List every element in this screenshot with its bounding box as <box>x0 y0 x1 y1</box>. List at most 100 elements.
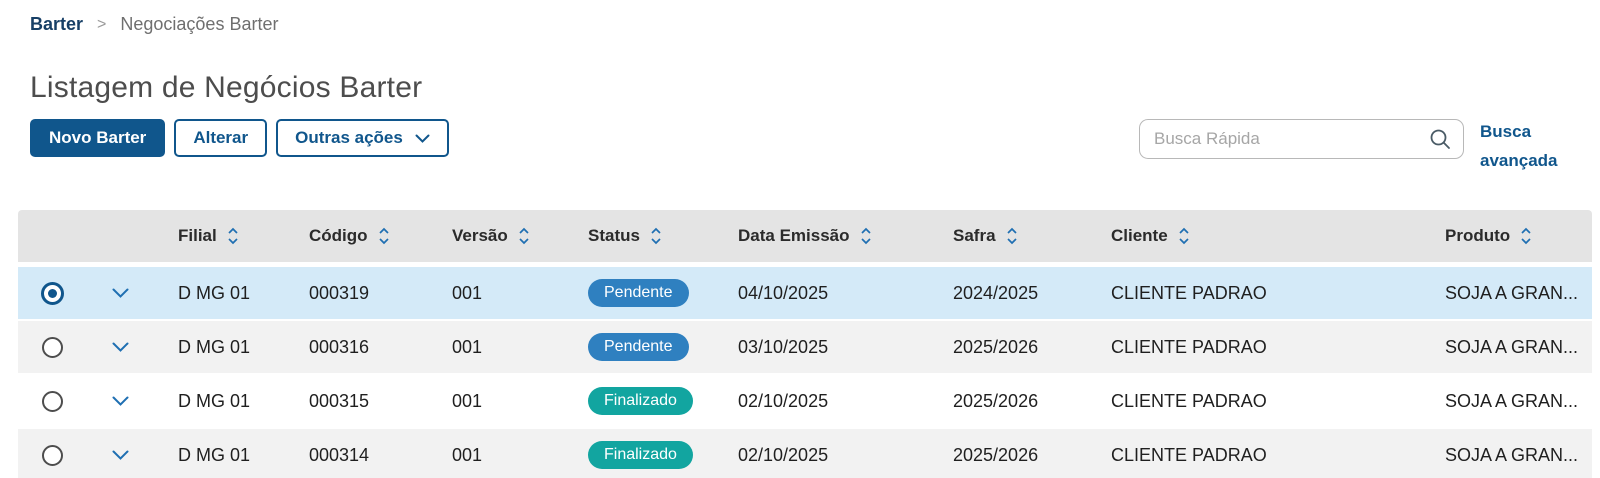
header-cell-status[interactable]: Status <box>564 226 714 246</box>
sort-icon[interactable] <box>1520 227 1532 245</box>
sort-icon[interactable] <box>1006 227 1018 245</box>
header-cell-cliente[interactable]: Cliente <box>1087 226 1421 246</box>
table-row[interactable]: D MG 01 000319 001 Pendente 04/10/2025 2… <box>18 267 1592 321</box>
sort-icon[interactable] <box>518 227 530 245</box>
cell-filial: D MG 01 <box>178 282 251 303</box>
cell-cliente: CLIENTE PADRAO <box>1111 390 1267 411</box>
cell-safra: 2025/2026 <box>953 390 1039 411</box>
status-badge: Pendente <box>588 279 689 307</box>
breadcrumb-link-barter[interactable]: Barter <box>30 14 84 34</box>
header-label-filial: Filial <box>178 226 217 245</box>
chevron-down-icon <box>415 134 430 143</box>
toolbar-search-area: Busca avançada <box>1139 119 1570 175</box>
sort-icon[interactable] <box>650 227 662 245</box>
cell-produto: SOJA A GRAN... <box>1445 390 1579 411</box>
row-radio-button[interactable] <box>41 336 63 358</box>
search-icon[interactable] <box>1429 128 1451 150</box>
table-row[interactable]: D MG 01 000315 001 Finalizado 02/10/2025… <box>18 375 1592 429</box>
outras-acoes-label: Outras ações <box>295 128 403 147</box>
cell-select <box>18 390 86 412</box>
cell-filial: D MG 01 <box>178 336 251 357</box>
sort-icon[interactable] <box>227 227 239 245</box>
cell-expand <box>86 288 154 298</box>
cell-codigo: 000315 <box>309 390 370 411</box>
novo-barter-button[interactable]: Novo Barter <box>30 119 166 157</box>
cell-produto: SOJA A GRAN... <box>1445 336 1579 357</box>
cell-safra: 2025/2026 <box>953 336 1039 357</box>
radio-dot <box>48 397 57 406</box>
cell-expand <box>86 450 154 460</box>
header-cell-safra[interactable]: Safra <box>929 226 1087 246</box>
header-label-status: Status <box>588 226 640 245</box>
cell-status: Finalizado <box>564 387 714 415</box>
header-cell-data-emissao[interactable]: Data Emissão <box>714 226 929 246</box>
cell-filial: D MG 01 <box>178 444 251 465</box>
row-radio-button[interactable] <box>41 444 63 466</box>
cell-versao: 001 <box>452 336 483 357</box>
cell-data-emissao: 03/10/2025 <box>738 336 829 357</box>
outras-acoes-button[interactable]: Outras ações <box>276 119 449 157</box>
header-cell-produto[interactable]: Produto <box>1421 226 1592 246</box>
cell-expand <box>86 396 154 406</box>
header-label-safra: Safra <box>953 226 996 245</box>
cell-select <box>18 281 86 305</box>
alterar-button[interactable]: Alterar <box>174 119 268 157</box>
cell-produto: SOJA A GRAN... <box>1445 282 1579 303</box>
cell-filial: D MG 01 <box>178 390 251 411</box>
header-label-cliente: Cliente <box>1111 226 1168 245</box>
row-radio-button[interactable] <box>40 281 64 305</box>
radio-dot <box>48 451 57 460</box>
cell-cliente: CLIENTE PADRAO <box>1111 336 1267 357</box>
quick-search-box <box>1139 119 1464 159</box>
cell-safra: 2024/2025 <box>953 282 1039 303</box>
cell-versao: 001 <box>452 282 483 303</box>
table-row[interactable]: D MG 01 000316 001 Pendente 03/10/2025 2… <box>18 321 1592 375</box>
expand-chevron-down-icon[interactable] <box>112 288 129 298</box>
table-header-row: Filial Código Versão Status Data Emissão… <box>18 210 1592 267</box>
header-cell-codigo[interactable]: Código <box>285 226 428 246</box>
status-badge: Finalizado <box>588 441 693 469</box>
cell-status: Finalizado <box>564 441 714 469</box>
expand-chevron-down-icon[interactable] <box>112 342 129 352</box>
cell-data-emissao: 02/10/2025 <box>738 390 829 411</box>
expand-chevron-down-icon[interactable] <box>112 450 129 460</box>
header-label-codigo: Código <box>309 226 368 245</box>
quick-search-input[interactable] <box>1139 119 1464 159</box>
breadcrumb: Barter > Negociações Barter <box>0 0 1600 35</box>
cell-select <box>18 336 86 358</box>
cell-codigo: 000314 <box>309 444 370 465</box>
cell-cliente: CLIENTE PADRAO <box>1111 282 1267 303</box>
cell-versao: 001 <box>452 444 483 465</box>
cell-data-emissao: 04/10/2025 <box>738 282 829 303</box>
status-badge: Finalizado <box>588 387 693 415</box>
toolbar-actions: Novo Barter Alterar Outras ações <box>30 119 449 157</box>
sort-icon[interactable] <box>1178 227 1190 245</box>
barter-table: Filial Código Versão Status Data Emissão… <box>18 210 1592 478</box>
cell-status: Pendente <box>564 279 714 307</box>
header-label-versao: Versão <box>452 226 508 245</box>
sort-icon[interactable] <box>378 227 390 245</box>
cell-produto: SOJA A GRAN... <box>1445 444 1579 465</box>
cell-expand <box>86 342 154 352</box>
cell-codigo: 000319 <box>309 282 370 303</box>
cell-select <box>18 444 86 466</box>
row-radio-button[interactable] <box>41 390 63 412</box>
breadcrumb-current: Negociações Barter <box>120 14 279 34</box>
header-cell-versao[interactable]: Versão <box>428 226 564 246</box>
sort-icon[interactable] <box>860 227 872 245</box>
cell-status: Pendente <box>564 333 714 361</box>
cell-codigo: 000316 <box>309 336 370 357</box>
radio-dot <box>48 343 57 352</box>
cell-versao: 001 <box>452 390 483 411</box>
cell-safra: 2025/2026 <box>953 444 1039 465</box>
header-label-data-emissao: Data Emissão <box>738 226 850 245</box>
expand-chevron-down-icon[interactable] <box>112 396 129 406</box>
header-label-produto: Produto <box>1445 226 1511 245</box>
breadcrumb-separator-icon: > <box>97 15 107 33</box>
radio-dot <box>47 288 57 298</box>
advanced-search-link[interactable]: Busca avançada <box>1480 122 1558 170</box>
table-body: D MG 01 000319 001 Pendente 04/10/2025 2… <box>18 267 1592 478</box>
toolbar: Novo Barter Alterar Outras ações Busca a… <box>30 119 1570 175</box>
header-cell-filial[interactable]: Filial <box>154 226 285 246</box>
table-row[interactable]: D MG 01 000314 001 Finalizado 02/10/2025… <box>18 429 1592 478</box>
